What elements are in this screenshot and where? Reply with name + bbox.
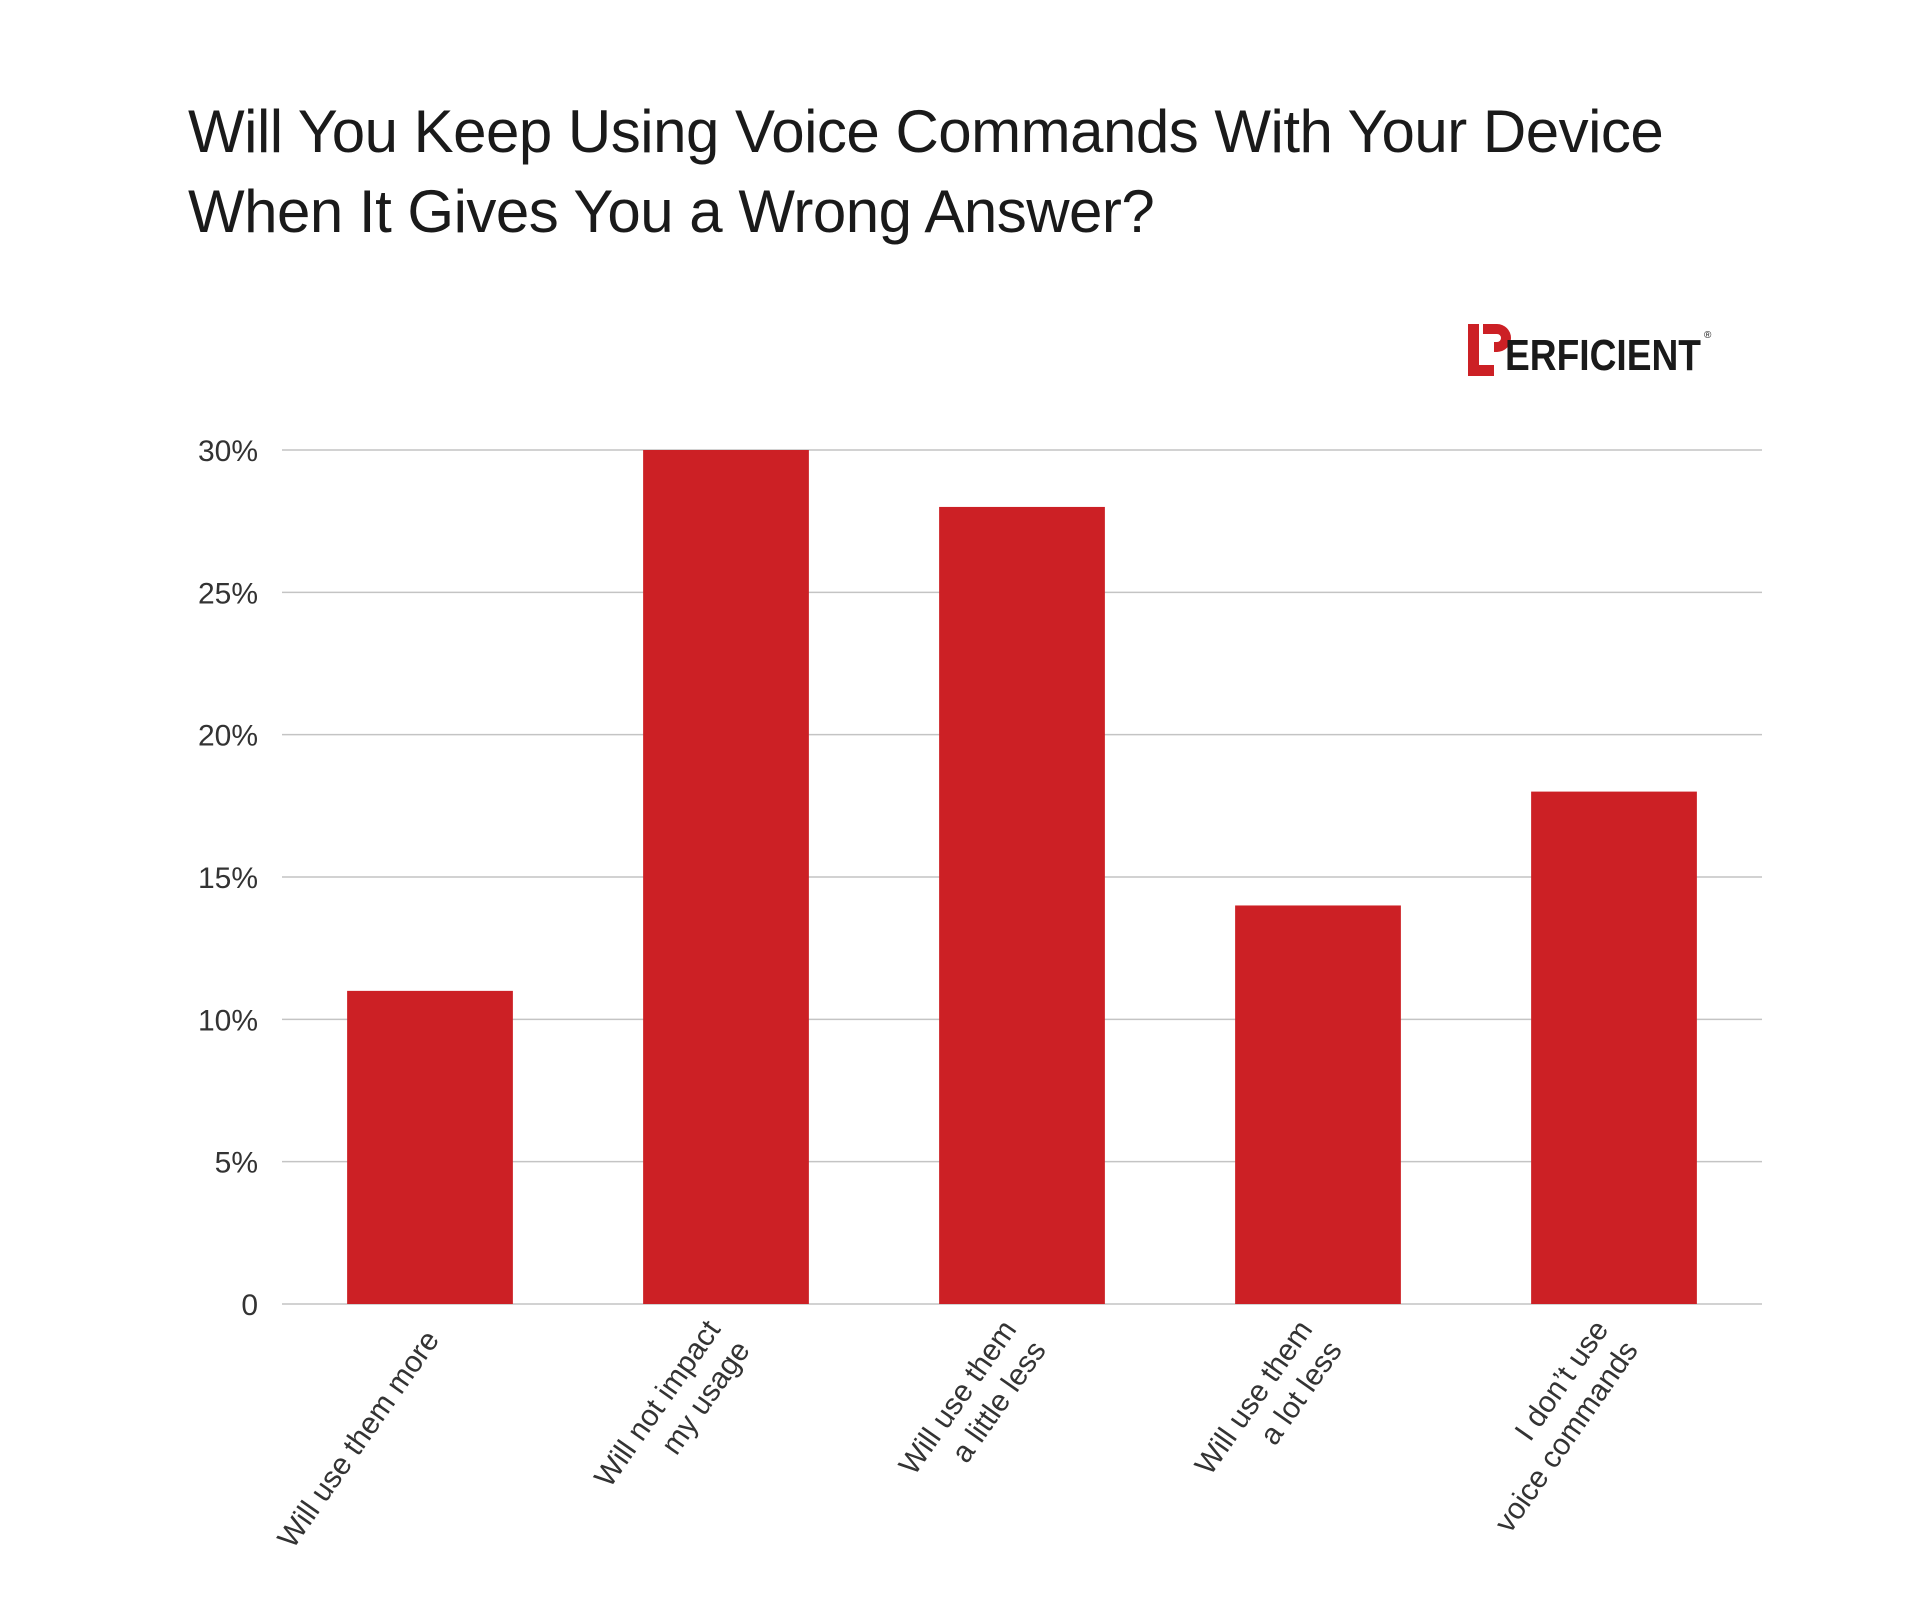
chart-title: Will You Keep Using Voice Commands With … <box>188 92 1748 252</box>
perficient-p-mark-icon <box>1468 324 1511 376</box>
chart-title-line-2: When It Gives You a Wrong Answer? <box>188 178 1155 245</box>
y-tick-label: 10% <box>198 1004 258 1037</box>
x-axis-category-labels: Will use them more Will not impactmy usag… <box>272 1314 1645 1554</box>
logo-text: ERFICIENT <box>1505 331 1701 378</box>
chart-title-line-1: Will You Keep Using Voice Commands With … <box>188 98 1664 165</box>
bars <box>347 450 1697 1304</box>
bar <box>643 450 809 1304</box>
logo-registered-mark: ® <box>1704 330 1712 341</box>
x-tick-label: I don’t usevoice commands <box>1459 1314 1645 1538</box>
x-tick-label: Will use thema lot less <box>1189 1314 1349 1501</box>
y-tick-label: 20% <box>198 720 258 753</box>
bar <box>347 990 513 1304</box>
y-tick-label: 0 <box>241 1289 258 1322</box>
x-tick-label: Will use thema little less <box>893 1314 1053 1501</box>
y-tick-label: 30% <box>198 435 258 468</box>
x-tick-label: Will not impactmy usage <box>588 1314 757 1514</box>
x-tick-label-line: Will use them more <box>272 1325 446 1554</box>
y-tick-label: 15% <box>198 862 258 895</box>
y-axis-tick-labels: 0 5% 10% 15% 20% 25% 30% <box>198 435 258 1322</box>
y-tick-label: 5% <box>215 1147 258 1180</box>
perficient-logo: ERFICIENT ® <box>1468 324 1712 378</box>
bar <box>939 506 1105 1304</box>
y-tick-label: 25% <box>198 577 258 610</box>
bar <box>1531 791 1697 1304</box>
x-tick-label: Will use them more <box>272 1325 446 1554</box>
bar <box>1235 905 1401 1304</box>
